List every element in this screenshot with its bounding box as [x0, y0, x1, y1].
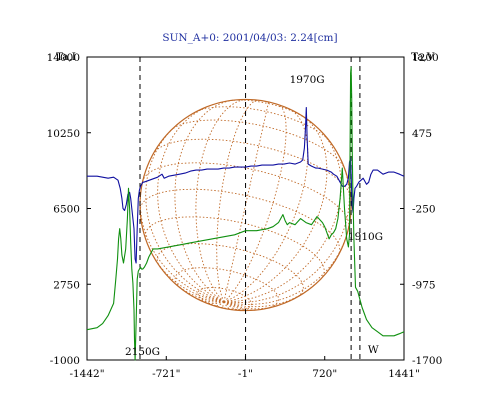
annotation-label: 1970G	[290, 74, 325, 86]
disk-longitude-line	[190, 294, 224, 303]
disk-longitude-line	[223, 222, 351, 305]
y-right-tick-label: 1200	[412, 52, 439, 64]
west-marker-label: W	[368, 344, 379, 356]
disk-latitude-line	[144, 216, 325, 280]
disk-longitude-line	[148, 246, 224, 303]
disk-longitude-line	[139, 176, 225, 303]
series-line-green	[86, 66, 405, 361]
y-left-axis-label: Ta,I	[56, 51, 76, 63]
y-left-tick-label: 6500	[53, 204, 80, 216]
disk-latitude-line	[170, 119, 346, 170]
disk-longitude-line	[173, 281, 224, 303]
disk-longitude-line	[223, 101, 270, 302]
disk-latitude-line	[174, 267, 279, 310]
disk-longitude-line	[223, 114, 328, 303]
chart-title: SUN_A+0: 2001/04/03: 2.24[cm]	[162, 32, 337, 44]
disk-longitude-line	[223, 301, 245, 311]
disk-longitude-line	[222, 301, 225, 309]
x-tick-label: 1441"	[388, 368, 420, 380]
disk-longitude-line	[223, 104, 287, 303]
x-tick-label: 720"	[312, 368, 337, 380]
disk-longitude-line	[174, 99, 235, 303]
annotation-label: 2150G	[125, 346, 160, 358]
disk-longitude-line	[195, 99, 248, 303]
disk-longitude-line	[201, 300, 225, 305]
disk-longitude-line	[223, 301, 279, 310]
y-left-tick-label: 14000	[47, 52, 80, 64]
y-right-tick-label: 475	[412, 128, 432, 140]
x-tick-label: -1442"	[69, 368, 104, 380]
annotation-label: 1910G	[348, 231, 383, 243]
y-right-axis-label: Ta,V	[411, 51, 435, 63]
x-tick-label: -721"	[152, 368, 180, 380]
disk-longitude-line	[223, 301, 257, 311]
disk-longitude-line	[223, 108, 309, 303]
y-left-tick-label: -1000	[50, 355, 80, 367]
disk-latitude-line	[197, 287, 252, 310]
y-right-tick-label: -250	[412, 204, 436, 216]
disk-longitude-line	[223, 158, 350, 304]
disk-latitude-line	[156, 243, 304, 298]
disk-latitude-line	[139, 188, 341, 256]
y-right-tick-label: -1700	[412, 355, 442, 367]
y-left-tick-label: 2750	[53, 279, 80, 291]
disk-longitude-line	[216, 99, 259, 302]
y-left-tick-label: 10250	[47, 128, 80, 140]
disk-longitude-line	[145, 122, 225, 303]
disk-longitude-line	[223, 283, 316, 308]
y-right-tick-label: -975	[412, 279, 436, 291]
x-tick-label: -1"	[238, 368, 253, 380]
